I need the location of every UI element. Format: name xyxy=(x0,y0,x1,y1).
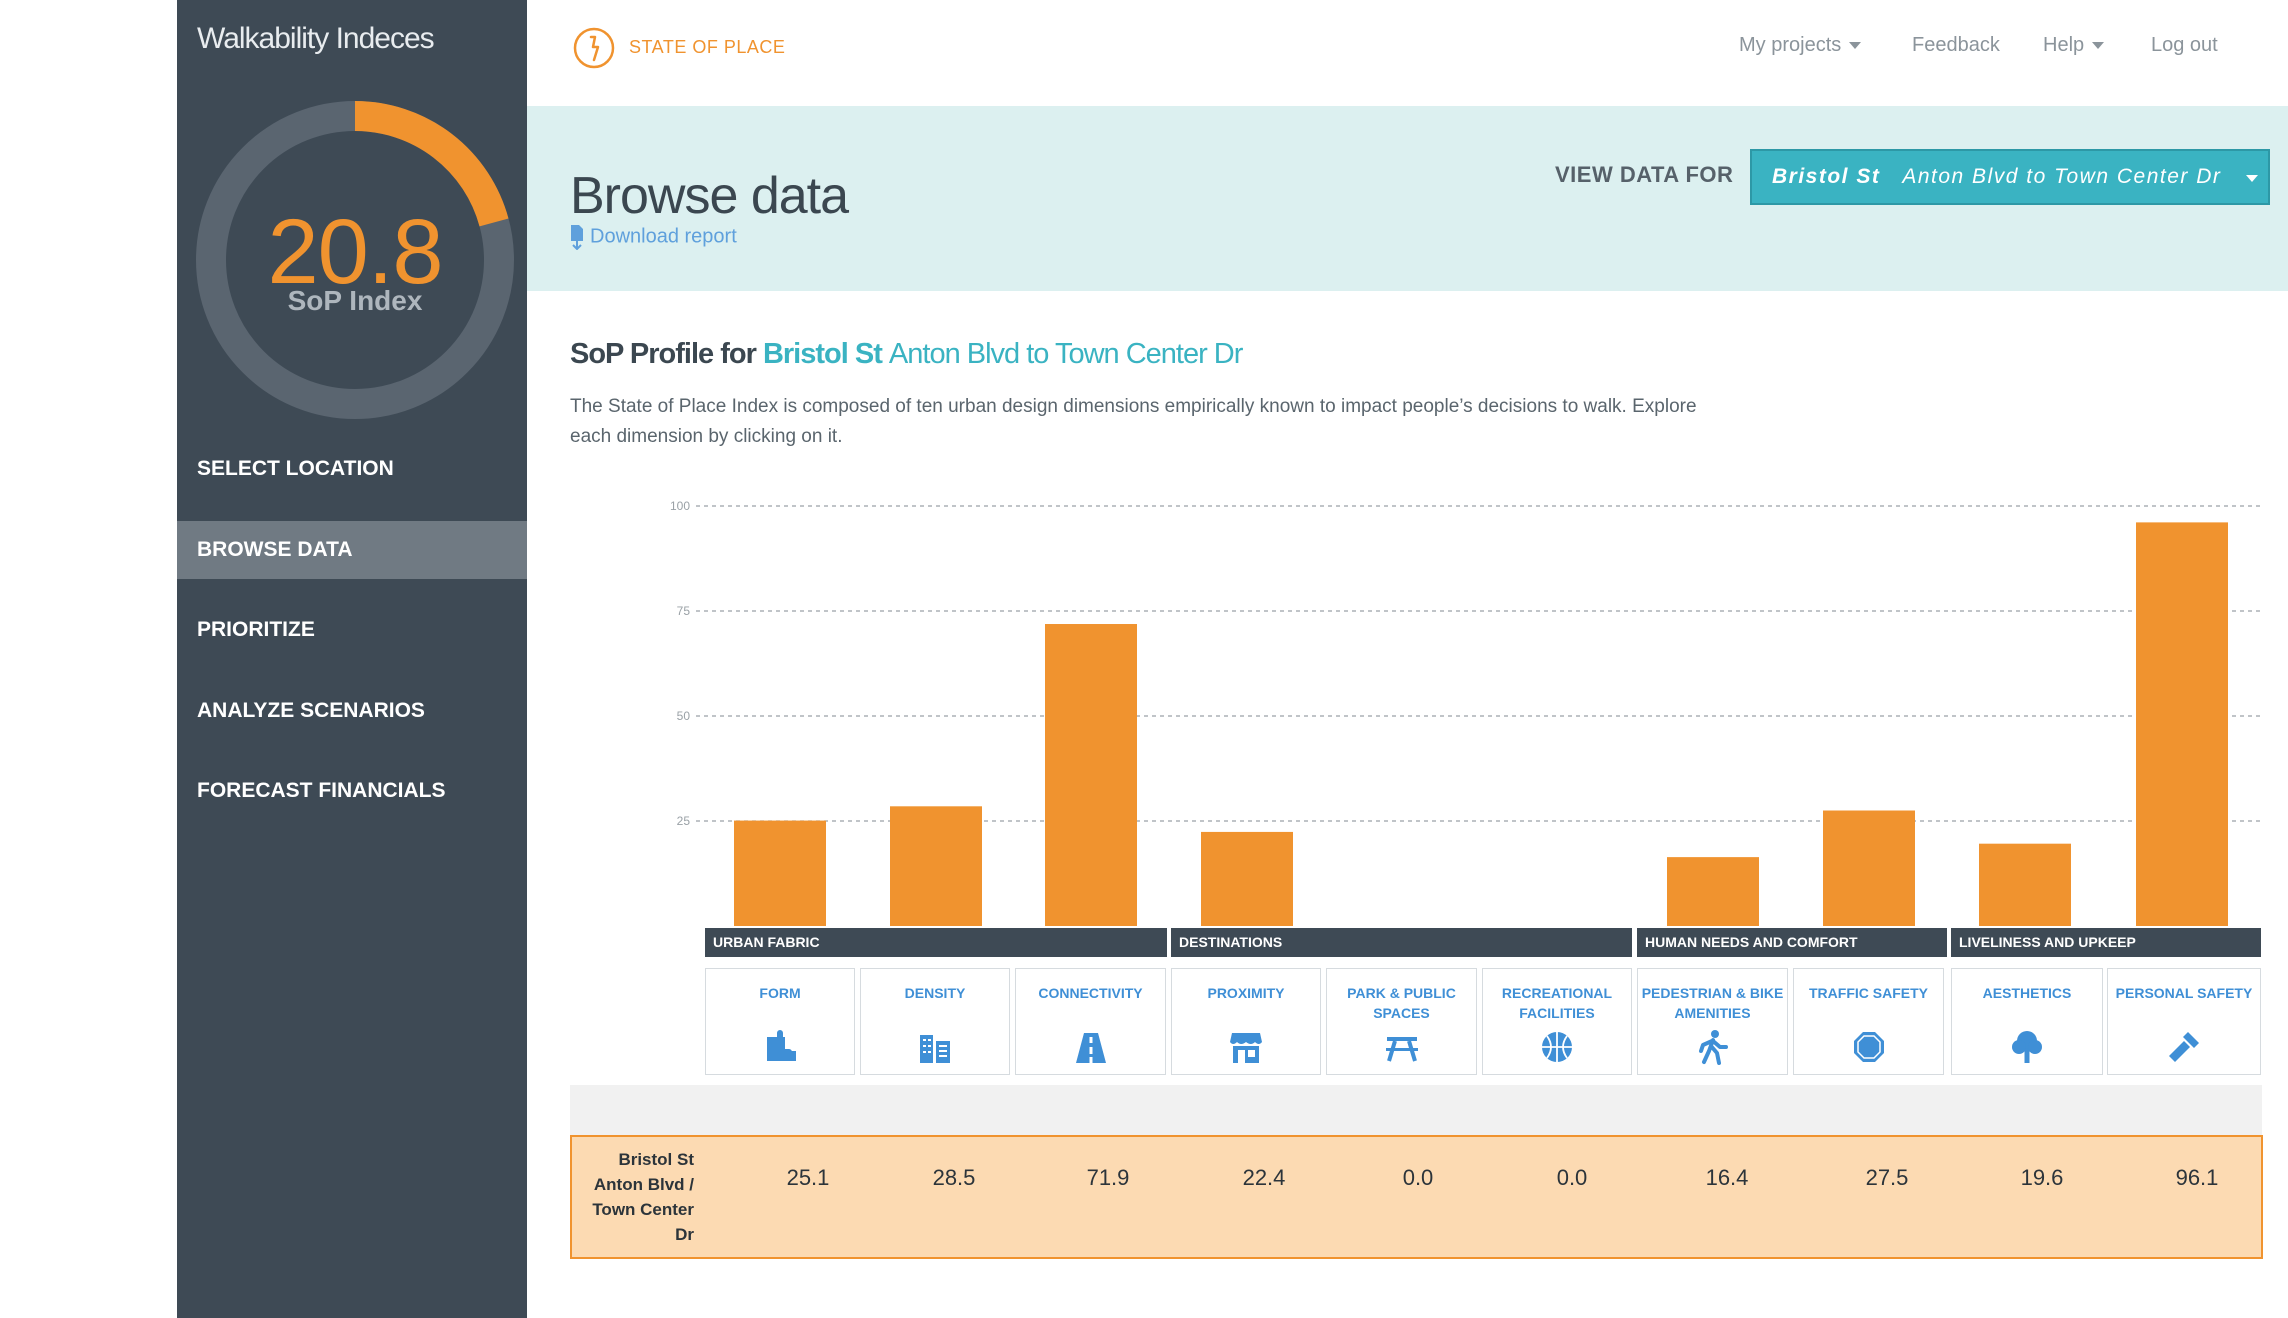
gauge-ring xyxy=(196,101,514,419)
bar-traffic-safety[interactable] xyxy=(1823,810,1915,927)
profile-street: Bristol St xyxy=(762,338,883,370)
value-recreational-facilities: 0.0 xyxy=(1556,1165,1588,1190)
dimension-label: PROXIMITY xyxy=(1207,985,1285,1001)
dimension-aesthetics[interactable]: AESTHETICS xyxy=(1951,968,2103,1075)
storefront-icon xyxy=(1230,1033,1262,1063)
profile-prefix: SoP Profile for xyxy=(570,338,757,370)
top-header: STATE OF PLACE My projects Feedback Help… xyxy=(527,0,2288,106)
dimension-label: PARK & PUBLIC SPACES xyxy=(1347,985,1456,1021)
table-spacer xyxy=(570,1085,2262,1135)
my-projects-label: My projects xyxy=(1739,34,1842,56)
y-tick-label: 100 xyxy=(670,499,690,513)
my-projects-menu[interactable]: My projects xyxy=(1739,34,1862,57)
help-label: Help xyxy=(2043,34,2085,56)
bar-personal-safety[interactable] xyxy=(2136,522,2228,926)
download-report-label: Download report xyxy=(590,225,737,248)
download-report-link[interactable]: Download report xyxy=(570,224,737,251)
sop-dimension-bar-chart: 25 50 75 100 xyxy=(670,499,2260,927)
nav-forecast-financials[interactable]: FORECAST FINANCIALS xyxy=(197,779,446,802)
download-file-icon xyxy=(571,225,583,251)
dimension-label: DENSITY xyxy=(904,985,966,1001)
value-density: 28.5 xyxy=(932,1165,976,1190)
value-personal-safety: 96.1 xyxy=(2175,1165,2219,1190)
dimension-label: TRAFFIC SAFETY xyxy=(1809,985,1928,1001)
gauge-arc xyxy=(354,101,509,227)
flashlight-icon xyxy=(2169,1032,2199,1062)
page-banner: Browse data Download report VIEW DATA FO… xyxy=(527,106,2288,291)
dimension-label: RECREATIONAL FACILITIES xyxy=(1501,985,1613,1021)
dimension-proximity[interactable]: PROXIMITY xyxy=(1171,968,1321,1075)
value-park-public-spaces: 0.0 xyxy=(1402,1165,1434,1190)
y-tick-label: 75 xyxy=(677,604,691,618)
logout-link[interactable]: Log out xyxy=(2151,34,2218,56)
dimension-density[interactable]: DENSITY xyxy=(860,968,1010,1075)
dimension-label: AESTHETICS xyxy=(1982,985,2072,1001)
help-menu[interactable]: Help xyxy=(2043,34,2105,57)
row-location-label: Bristol St Anton Blvd / Town Center Dr xyxy=(592,1150,694,1244)
chevron-down-icon xyxy=(1849,42,1862,50)
group-liveliness-and-upkeep: LIVELINESS AND UPKEEP xyxy=(1951,928,2261,957)
dimension-label: PEDESTRIAN & BIKE AMENITIES xyxy=(1641,985,1784,1021)
dimension-traffic-safety[interactable]: TRAFFIC SAFETY xyxy=(1793,968,1944,1075)
value-proximity: 22.4 xyxy=(1242,1165,1286,1190)
sidebar: Walkability Indeces 20.8 SoP Index SELEC… xyxy=(177,0,527,1318)
nav-select-location[interactable]: SELECT LOCATION xyxy=(197,457,394,480)
value-aesthetics: 19.6 xyxy=(2020,1165,2064,1190)
bar-aesthetics[interactable] xyxy=(1979,843,2071,926)
dimension-personal-safety[interactable]: PERSONAL SAFETY xyxy=(2107,968,2261,1075)
state-of-place-logo-icon[interactable] xyxy=(573,27,615,69)
dimension-label: PERSONAL SAFETY xyxy=(2115,985,2253,1001)
tree-icon xyxy=(2012,1031,2042,1063)
table-row[interactable]: Bristol St Anton Blvd / Town Center Dr 2… xyxy=(570,1135,2263,1259)
dimension-form[interactable]: FORM xyxy=(705,968,855,1075)
bar-proximity[interactable] xyxy=(1201,831,1293,926)
bar-density[interactable] xyxy=(890,806,982,926)
road-icon xyxy=(1075,1033,1106,1063)
location-select-segment: Anton Blvd to Town Center Dr xyxy=(1902,165,2222,188)
chevron-down-icon xyxy=(2092,42,2105,50)
bar-connectivity[interactable] xyxy=(1045,624,1137,926)
nav-browse-data[interactable]: BROWSE DATA xyxy=(177,521,527,579)
group-human-needs-and-comfort: HUMAN NEEDS AND COMFORT xyxy=(1637,928,1947,957)
y-tick-label: 25 xyxy=(677,814,691,828)
walking-person-icon xyxy=(1698,1030,1728,1065)
sidebar-title: Walkability Indeces xyxy=(197,22,435,55)
brand-name[interactable]: STATE OF PLACE xyxy=(629,37,786,57)
dimension-park-public-spaces[interactable]: PARK & PUBLIC SPACES xyxy=(1326,968,1477,1075)
feedback-link[interactable]: Feedback xyxy=(1912,34,2000,56)
group-urban-fabric: URBAN FABRIC xyxy=(705,928,1167,957)
stop-sign-icon xyxy=(1853,1032,1884,1062)
bar-form[interactable] xyxy=(734,820,826,926)
value-connectivity: 71.9 xyxy=(1086,1165,1130,1190)
sop-index-label: SoP Index xyxy=(287,285,423,316)
location-select[interactable]: Bristol St Anton Blvd to Town Center Dr xyxy=(1750,149,2270,205)
picnic-table-icon xyxy=(1385,1037,1418,1062)
profile-description: The State of Place Index is composed of … xyxy=(570,396,1697,447)
y-tick-label: 50 xyxy=(677,709,691,723)
location-select-street: Bristol St xyxy=(1772,165,1881,188)
sop-index-gauge: 20.8 SoP Index xyxy=(195,100,515,420)
buildings-icon xyxy=(920,1035,950,1063)
value-traffic-safety: 27.5 xyxy=(1865,1165,1909,1190)
dimension-label: FORM xyxy=(759,985,801,1001)
bar-pedestrian-bike-amenities[interactable] xyxy=(1667,857,1759,926)
dimension-connectivity[interactable]: CONNECTIVITY xyxy=(1015,968,1166,1075)
group-destinations: DESTINATIONS xyxy=(1171,928,1632,957)
puzzle-icon xyxy=(767,1030,796,1061)
dimension-label: CONNECTIVITY xyxy=(1038,985,1143,1001)
view-data-for-label: VIEW DATA FOR xyxy=(1555,162,1734,187)
sop-index-value: 20.8 xyxy=(267,201,443,303)
nav-prioritize[interactable]: PRIORITIZE xyxy=(197,618,315,641)
dimension-recreational-facilities[interactable]: RECREATIONAL FACILITIES xyxy=(1482,968,1632,1075)
profile-segment: Anton Blvd to Town Center Dr xyxy=(888,338,1243,370)
basketball-icon xyxy=(1542,1032,1572,1062)
dimension-pedestrian-bike-amenities[interactable]: PEDESTRIAN & BIKE AMENITIES xyxy=(1637,968,1788,1075)
profile-heading: SoP Profile for Bristol St Anton Blvd to… xyxy=(570,338,1243,371)
chevron-down-icon xyxy=(2246,175,2258,182)
value-form: 25.1 xyxy=(786,1165,830,1190)
value-pedestrian-bike-amenities: 16.4 xyxy=(1705,1165,1749,1190)
nav-analyze-scenarios[interactable]: ANALYZE SCENARIOS xyxy=(197,699,425,722)
page-title: Browse data xyxy=(570,167,849,225)
